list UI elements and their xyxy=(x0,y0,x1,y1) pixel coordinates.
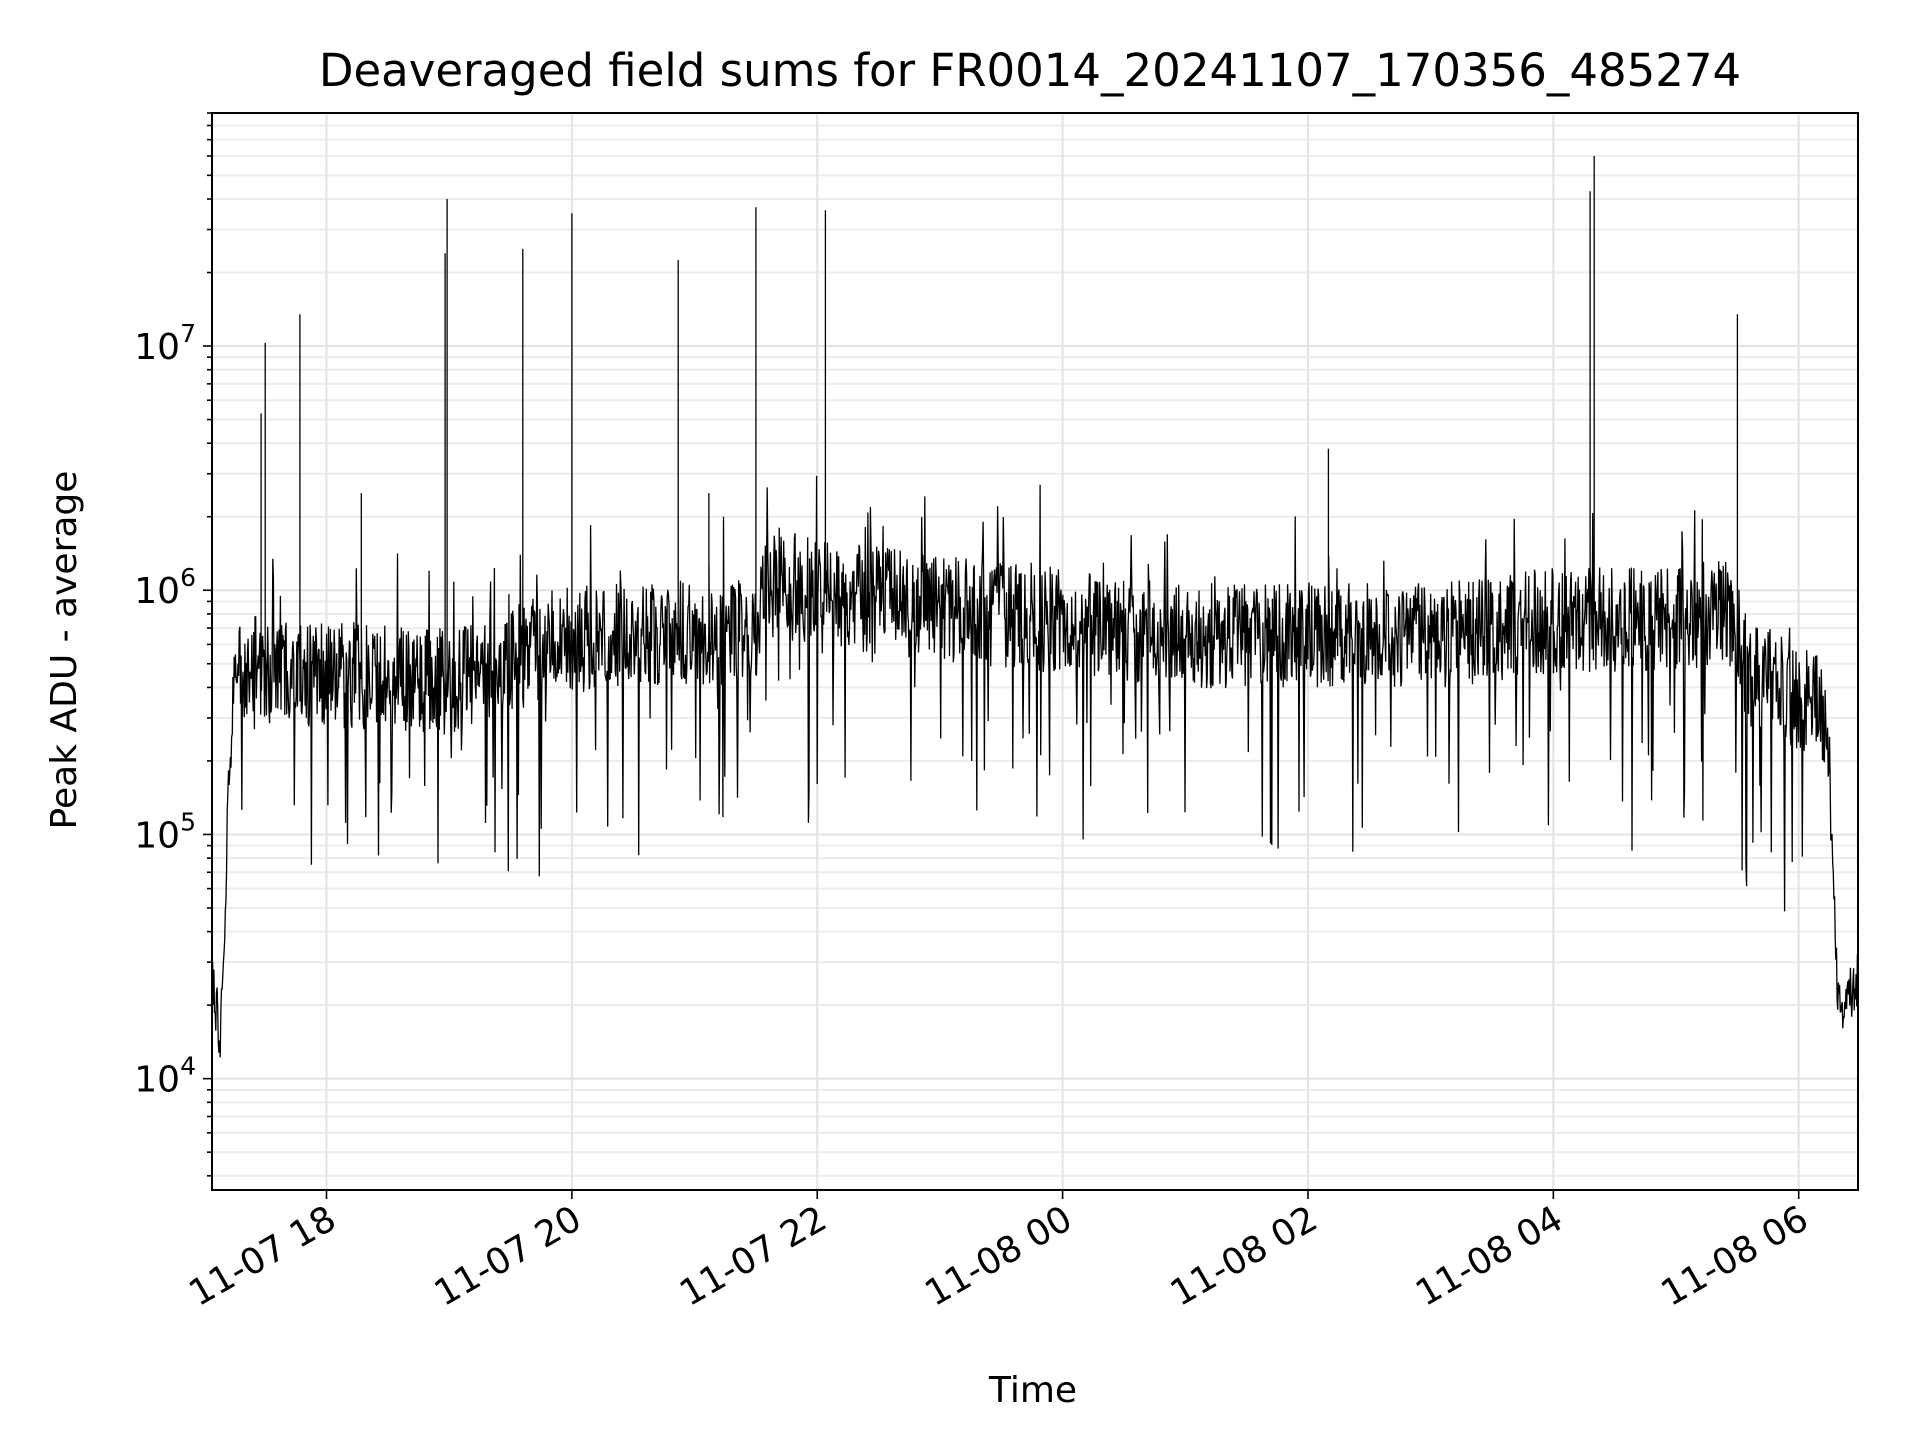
x-tick-label: 11-07 18 xyxy=(182,1198,343,1314)
plot-frame xyxy=(211,112,1859,1191)
x-tick-label: 11-07 22 xyxy=(673,1198,834,1314)
series-line xyxy=(211,156,1859,1058)
y-tick-label: 106 xyxy=(134,563,196,612)
x-axis-label: Time xyxy=(988,1370,1077,1411)
y-tick-label: 105 xyxy=(134,807,196,856)
x-tick-label: 11-08 00 xyxy=(918,1198,1079,1314)
x-tick-label: 11-08 06 xyxy=(1655,1198,1816,1314)
y-tick-label: 107 xyxy=(134,319,196,368)
chart-title: Deaveraged field sums for FR0014_2024110… xyxy=(319,44,1741,97)
x-tick-label: 11-08 02 xyxy=(1164,1198,1325,1314)
y-tick-label: 104 xyxy=(134,1052,196,1101)
x-tick-label: 11-07 20 xyxy=(428,1198,589,1314)
x-tick-label: 11-08 04 xyxy=(1409,1198,1570,1314)
axis-ticks: 104 105 106 107 11-07 18 11-07 20 11-07 22 11-0… xyxy=(134,112,1816,1315)
y-axis-label: Peak ADU - average xyxy=(44,471,85,830)
